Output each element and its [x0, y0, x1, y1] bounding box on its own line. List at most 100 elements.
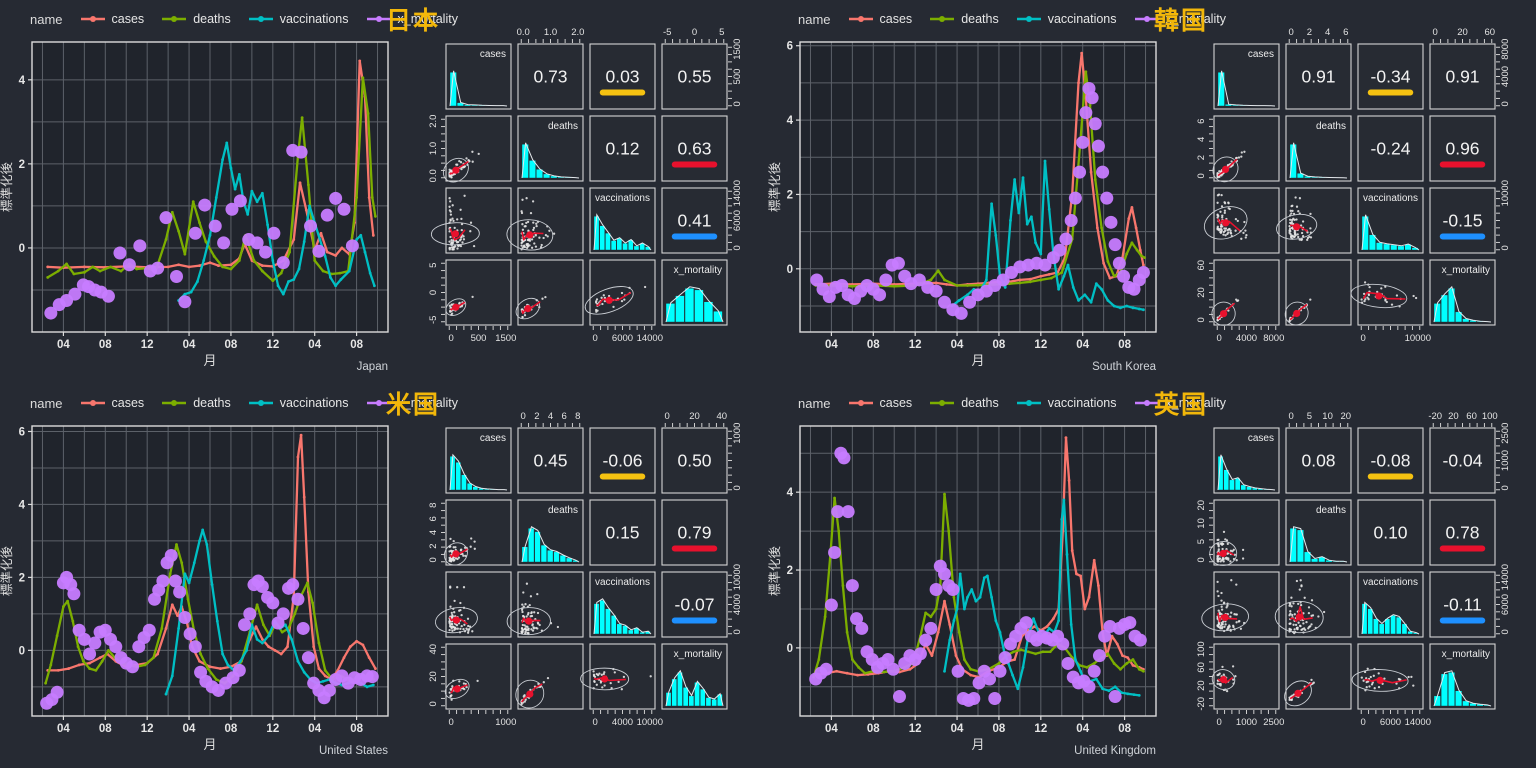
matrix-axis-labels: 0 5 10 20 -20 20 60 1000 1000 2500 0 6000 1400005102…	[1196, 411, 1511, 728]
svg-text:0: 0	[1361, 333, 1366, 344]
svg-text:10: 10	[1196, 518, 1207, 529]
x-axis-tick-label: 04	[951, 339, 964, 351]
svg-text:0: 0	[449, 717, 454, 728]
scatter-vaccinations-vs-deaths	[1274, 579, 1326, 635]
diagonal-var-label: x_mortality	[674, 265, 722, 276]
matrix-cell-r1c0	[443, 499, 512, 566]
quadrant-united-kingdom: name cases deaths vaccinations x_mortality …	[768, 384, 1536, 768]
legend-item-deaths: deaths	[929, 12, 999, 26]
y-axis-tick-label: 2	[787, 189, 793, 201]
matrix-cell-r0c2: 0.03	[589, 43, 656, 110]
legend-item-cases: cases	[80, 396, 145, 410]
svg-text:20: 20	[1196, 500, 1207, 511]
svg-text:0: 0	[1217, 717, 1222, 728]
legend-title: name	[798, 11, 831, 27]
matrix-cell-r1c1: deaths	[1285, 499, 1352, 566]
legend-item-deaths: deaths	[161, 12, 231, 26]
legend-item-deaths: deaths	[929, 396, 999, 410]
legend-key-icon	[930, 400, 955, 406]
matrix-cell-r3c0	[1211, 259, 1280, 326]
legend-item-label: x_mortality	[397, 396, 458, 410]
svg-text:14000: 14000	[1500, 564, 1511, 590]
svg-text:1000: 1000	[732, 423, 743, 444]
diagonal-var-label: vaccinations	[1363, 577, 1418, 588]
svg-text:1500: 1500	[732, 39, 743, 60]
svg-text:4: 4	[548, 411, 553, 422]
correlation-value: 0.91	[1445, 67, 1479, 87]
svg-text:10: 10	[1322, 411, 1333, 422]
matrix-cell-r1c1: deaths	[517, 115, 584, 182]
svg-text:0: 0	[428, 557, 439, 562]
legend-item-label: deaths	[193, 396, 231, 410]
legend-key-icon	[80, 400, 105, 406]
svg-text:6000: 6000	[612, 333, 633, 344]
svg-text:0: 0	[428, 701, 439, 706]
legend-item-vaccinations: vaccinations	[1016, 396, 1117, 410]
series-legend: name cases deaths vaccinations x_mortality	[798, 392, 1226, 414]
svg-text:0: 0	[1500, 101, 1511, 106]
svg-text:0: 0	[449, 333, 454, 344]
svg-text:-5: -5	[663, 27, 671, 38]
y-axis-title: 標準化後	[0, 546, 14, 597]
matrix-cell-r0c0: cases	[445, 427, 512, 494]
legend-item-label: x_mortality	[397, 12, 458, 26]
histogram-cases	[1217, 70, 1276, 107]
legend-key-icon	[162, 400, 187, 406]
matrix-cell-r3c3: x_mortality	[1429, 643, 1496, 710]
legend-key-icon	[848, 400, 873, 406]
svg-text:2.0: 2.0	[428, 115, 439, 128]
correlation-value: 0.55	[677, 67, 711, 87]
diagonal-var-label: x_mortality	[674, 649, 722, 660]
legend-items: cases deaths vaccinations x_mortality	[80, 396, 458, 410]
legend-title: name	[30, 11, 63, 27]
matrix-cell-r2c3: -0.07	[661, 571, 728, 638]
svg-text:2500: 2500	[1500, 423, 1511, 444]
svg-text:1000: 1000	[1236, 717, 1257, 728]
scatter-vaccinations-vs-deaths	[1276, 196, 1318, 242]
svg-text:4: 4	[1325, 27, 1330, 38]
x-axis-tick-label: 12	[266, 339, 279, 351]
series-vaccinations-line	[177, 141, 376, 302]
y-axis-tick-label: 4	[19, 499, 26, 511]
svg-text:500: 500	[732, 69, 743, 85]
matrix-cell-r2c1	[506, 187, 584, 254]
legend-items: cases deaths vaccinations x_mortality	[848, 12, 1226, 26]
matrix-cell-r0c3: 0.55	[661, 43, 728, 110]
scatter-x_mortality-vs-deaths	[515, 295, 547, 320]
x-axis-tick-label: 08	[99, 723, 112, 735]
svg-text:0: 0	[665, 411, 670, 422]
scatter-x_mortality-vs-deaths	[1284, 298, 1312, 326]
correlation-underline	[1367, 89, 1414, 96]
correlation-underline	[1367, 473, 1414, 480]
y-axis-tick-label: 2	[787, 565, 793, 577]
pairs-matrix: cases 0.45 -0.06 0.50 deaths 0.15 0.79 vaccinat…	[428, 411, 743, 728]
diagonal-var-label: deaths	[1316, 121, 1346, 132]
svg-text:2: 2	[428, 544, 439, 549]
country-title: 日本	[386, 7, 441, 35]
pairs-matrix: cases 0.08 -0.08 -0.04 deaths 0.10 0.78 vaccina…	[1196, 411, 1511, 728]
correlation-value: -0.08	[1371, 451, 1411, 471]
x-axis-tick-label: 04	[1076, 339, 1089, 351]
svg-text:4: 4	[428, 530, 439, 535]
histogram-cases	[449, 453, 508, 491]
x-axis-title: 月	[971, 353, 984, 368]
correlation-value: 0.15	[605, 523, 639, 543]
series-legend: name cases deaths vaccinations x_mortality	[798, 8, 1226, 30]
svg-text:5: 5	[719, 27, 724, 38]
series-legend: name cases deaths vaccinations x_mortality	[30, 8, 458, 30]
legend-item-label: deaths	[193, 12, 231, 26]
svg-text:1.0: 1.0	[428, 142, 439, 155]
correlation-value: 0.08	[1301, 451, 1335, 471]
svg-text:4000: 4000	[732, 594, 743, 615]
svg-text:0: 0	[593, 717, 598, 728]
histogram-vaccinations	[1361, 214, 1420, 251]
scatter-x_mortality-vs-vaccinations	[584, 285, 647, 315]
legend-item-label: cases	[111, 396, 145, 410]
x-axis-tick-label: 12	[1034, 339, 1047, 351]
correlation-underline	[671, 617, 718, 624]
diagonal-var-label: cases	[1248, 49, 1274, 60]
series-x_mortality-dots	[810, 81, 1150, 320]
x-axis-tick-label: 12	[141, 723, 154, 735]
matrix-cell-r1c2: 0.15	[589, 499, 656, 566]
matrix-cell-r2c2: vaccinations	[1357, 187, 1424, 254]
